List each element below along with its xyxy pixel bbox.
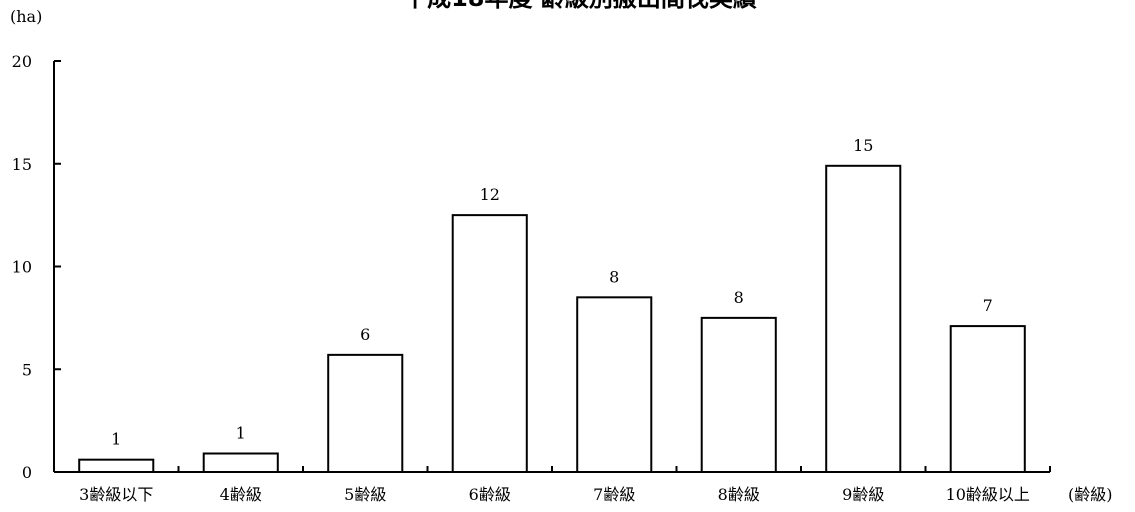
x-axis-ticks — [177, 466, 1051, 472]
category-label-4: 6齢級 — [469, 485, 511, 504]
data-label-2: 1 — [236, 424, 246, 443]
category-label-7: 9齢級 — [842, 485, 884, 504]
bar-1 — [78, 458, 155, 474]
data-label-3: 6 — [360, 325, 370, 344]
bars-group — [78, 164, 1026, 474]
y-axis-ticks: 0 5 10 15 20 — [12, 52, 61, 482]
bar-8 — [949, 325, 1026, 473]
category-label-3: 5齢級 — [344, 485, 386, 504]
bar-5 — [576, 296, 653, 474]
y-axis-unit-label: (ha) — [10, 7, 42, 26]
data-label-7: 15 — [853, 136, 873, 155]
x-axis-unit-label: (齢級) — [1068, 485, 1113, 504]
y-tick-label: 10 — [12, 258, 32, 277]
bar-3 — [327, 353, 404, 473]
bar-6 — [700, 316, 777, 473]
data-label-4: 12 — [480, 185, 500, 204]
bar-2 — [202, 452, 279, 474]
data-label-1: 1 — [111, 430, 121, 449]
category-label-5: 7齢級 — [593, 485, 635, 504]
bar-4 — [451, 214, 528, 473]
data-label-5: 8 — [609, 267, 619, 286]
y-tick-label: 5 — [22, 360, 32, 379]
y-tick-label: 0 — [22, 463, 32, 482]
category-label-1: 3齢級以下 — [79, 485, 153, 504]
y-tick-label: 20 — [12, 52, 32, 71]
category-label-8: 10齢級以上 — [946, 485, 1030, 504]
category-labels-group: 3齢級以下 4齢級 5齢級 6齢級 7齢級 8齢級 9齢級 10齢級以上 — [79, 485, 1030, 504]
y-tick-label: 15 — [12, 155, 32, 174]
bar-7 — [825, 164, 902, 473]
chart-title: 平成18年度 齢級別搬出間伐実績 — [403, 0, 757, 12]
data-label-8: 7 — [983, 296, 993, 315]
category-label-2: 4齢級 — [220, 485, 262, 504]
category-label-6: 8齢級 — [718, 485, 760, 504]
data-label-6: 8 — [734, 288, 744, 307]
